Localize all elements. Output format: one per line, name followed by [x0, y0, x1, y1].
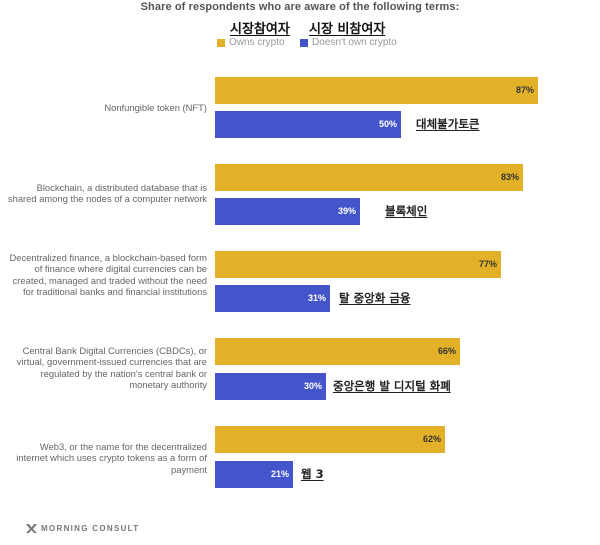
- bar-value: 50%: [378, 119, 397, 129]
- bar-value: 30%: [303, 381, 322, 391]
- brand-name: MORNING CONSULT: [41, 524, 140, 533]
- bar-value: 21%: [270, 469, 289, 479]
- category-label-cbdc: Central Bank Digital Currencies (CBDCs),…: [16, 345, 207, 390]
- kr-annotation-cbdc: 중앙은행 발 디지털 화폐: [333, 379, 451, 393]
- bar-value: 31%: [307, 293, 326, 303]
- bar-value: 83%: [500, 172, 519, 182]
- bar-owns-cbdc: 66%: [215, 338, 460, 365]
- kr-annotation-nft: 대체불가토큰: [416, 117, 480, 131]
- kr-label-not-own: 시장 비참여자: [309, 22, 386, 37]
- bar-owns-defi: 77%: [215, 251, 501, 278]
- category-label-defi: Decentralized finance, a blockchain-base…: [9, 252, 207, 297]
- bar-not-own-defi: 31%: [215, 285, 330, 312]
- legend-owns-label: Owns crypto: [229, 37, 285, 48]
- bar-value: 87%: [515, 85, 534, 95]
- bar-owns-blockchain: 83%: [215, 164, 523, 191]
- category-label-nft: Nonfungible token (NFT): [104, 102, 207, 113]
- kr-label-owns: 시장참여자: [230, 22, 290, 37]
- kr-annotation-defi: 탈 중앙화 금융: [339, 291, 411, 305]
- bar-owns-web3: 62%: [215, 426, 445, 453]
- legend-not-own: Doesn't own crypto: [300, 37, 397, 48]
- legend-swatch-owns-icon: [217, 38, 225, 47]
- bar-value: 77%: [478, 259, 497, 269]
- bar-value: 39%: [337, 206, 356, 216]
- bar-value: 66%: [437, 346, 456, 356]
- chart-title: Share of respondents who are aware of th…: [140, 1, 460, 13]
- kr-annotation-web3: 웹 3: [301, 467, 324, 481]
- bar-not-own-blockchain: 39%: [215, 198, 360, 225]
- legend-owns: Owns crypto: [217, 37, 285, 48]
- category-label-blockchain: Blockchain, a distributed database that …: [7, 182, 207, 205]
- bar-not-own-cbdc: 30%: [215, 373, 326, 400]
- bar-not-own-web3: 21%: [215, 461, 293, 488]
- bar-not-own-nft: 50%: [215, 111, 401, 138]
- category-label-web3: Web3, or the name for the decentralized …: [16, 441, 207, 475]
- legend-swatch-not-own-icon: [300, 38, 308, 47]
- bar-owns-nft: 87%: [215, 77, 538, 104]
- brand-footer: MORNING CONSULT: [26, 524, 139, 533]
- kr-annotation-blockchain: 블록체인: [385, 204, 428, 218]
- bar-value: 62%: [422, 434, 441, 444]
- legend-not-own-label: Doesn't own crypto: [312, 37, 397, 48]
- morning-consult-logo-icon: [26, 524, 37, 533]
